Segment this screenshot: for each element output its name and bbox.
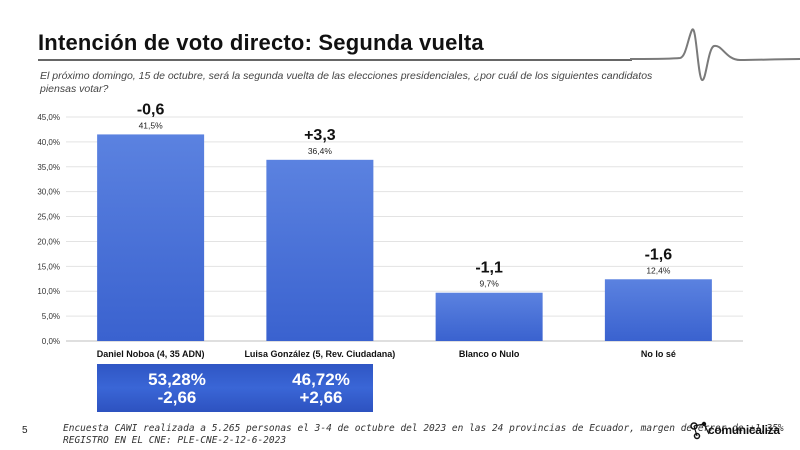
data-label: 41,5% [139, 120, 164, 130]
y-tick-label: 10,0% [37, 287, 60, 296]
brand-logo: comunicaliza [688, 418, 793, 444]
network-logo-icon [690, 421, 710, 440]
bar [604, 279, 712, 341]
page-title: Intención de voto directo: Segunda vuelt… [38, 30, 484, 55]
bar [435, 292, 543, 341]
page-number: 5 [22, 425, 28, 436]
wave-decoration-icon [630, 28, 800, 82]
footnote: Encuesta CAWI realizada a 5.265 personas… [63, 423, 784, 447]
footnote-registry: REGISTRO EN EL CNE: PLE-CNE-2-12-6-2023 [63, 435, 287, 446]
chart-subtitle: El próximo domingo, 15 de octubre, será … [40, 70, 653, 95]
y-tick-label: 0,0% [42, 337, 60, 346]
y-tick-label: 30,0% [37, 188, 60, 197]
footnote-survey: Encuesta CAWI realizada a 5.265 personas… [63, 423, 784, 434]
data-label: 9,7% [479, 279, 499, 289]
x-tick-label: Blanco o Nulo [459, 349, 520, 359]
brand-name: comunicaliza [708, 423, 780, 437]
y-tick-label: 15,0% [37, 262, 60, 271]
x-tick-label: No lo sé [641, 349, 676, 359]
noboa-valid-pct: 53,28% [148, 370, 206, 389]
x-tick-label: Luisa González (5, Rev. Ciudadana) [244, 349, 395, 359]
x-tick-label: Daniel Noboa (4, 35 ADN) [97, 349, 205, 359]
bar [97, 134, 205, 341]
data-label: 36,4% [308, 146, 333, 156]
change-label: +3,3 [304, 127, 336, 144]
data-label: 12,4% [646, 265, 671, 275]
y-tick-label: 20,0% [37, 237, 60, 246]
change-label: -0,6 [137, 101, 165, 118]
y-tick-label: 40,0% [37, 138, 60, 147]
change-label: -1,6 [645, 246, 673, 263]
change-label: -1,1 [475, 260, 503, 277]
noboa-valid-change: -2,66 [157, 388, 197, 407]
y-tick-label: 35,0% [37, 163, 60, 172]
y-tick-label: 25,0% [37, 213, 60, 222]
y-tick-label: 45,0% [37, 113, 60, 122]
y-tick-label: 5,0% [42, 312, 60, 321]
runoff-summary-box: 53,28% -2,66 46,72% +2,66 [97, 364, 373, 412]
gonzalez-valid-change: +2,66 [299, 388, 343, 407]
bar [266, 159, 374, 341]
gonzalez-valid-pct: 46,72% [292, 370, 350, 389]
title-underline [38, 59, 632, 61]
